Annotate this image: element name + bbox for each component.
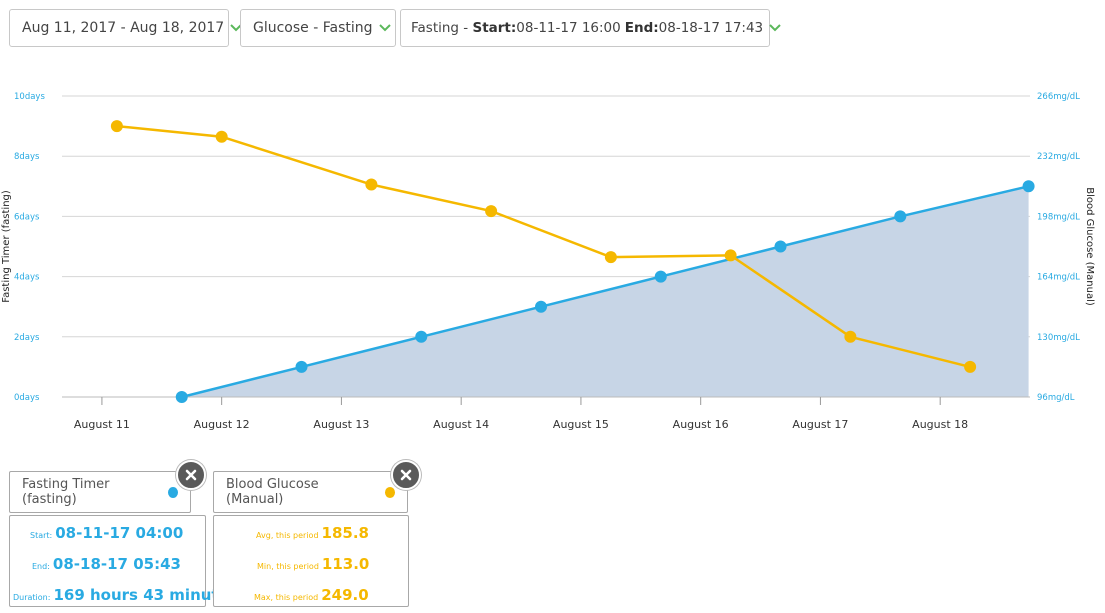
fasting-end-value: 08-18-17 17:43 xyxy=(658,20,764,36)
glucose-min-row: Min, this period 113.0 xyxy=(257,555,369,573)
glucose-point xyxy=(365,178,378,191)
fasting-point xyxy=(654,270,667,283)
fasting-color-dot xyxy=(168,486,178,498)
left-tick-label: 8days xyxy=(14,152,40,162)
x-tick-label: August 12 xyxy=(194,418,250,431)
left-tick-label: 6days xyxy=(14,212,40,222)
stat-value: 08-18-17 05:43 xyxy=(52,555,181,573)
fasting-period-dropdown[interactable]: Fasting - Start: 08-11-17 16:00 End: 08-… xyxy=(400,9,781,47)
glucose-point xyxy=(215,130,228,143)
chevron-down-icon xyxy=(769,24,781,32)
fasting-end-label: End: xyxy=(624,20,659,36)
glucose-stats-panel: Avg, this period 185.8 Min, this period … xyxy=(213,515,409,607)
right-tick-label: 266mg/dL xyxy=(1037,92,1080,102)
glucose-avg-row: Avg, this period 185.8 xyxy=(256,524,369,542)
fasting-start-value: 08-11-17 16:00 xyxy=(516,20,621,36)
fasting-glucose-chart: 0days 96mg/dL 2days 130mg/dL 4days 164mg/dL 6d… xyxy=(1,92,1095,431)
x-tick-label: August 11 xyxy=(74,418,130,431)
date-range-dropdown[interactable]: Aug 11, 2017 - Aug 18, 2017 xyxy=(9,9,242,47)
x-tick-label: August 15 xyxy=(553,418,609,431)
x-tick-label: August 17 xyxy=(792,418,848,431)
fasting-prefix: Fasting - xyxy=(411,20,473,36)
x-tick-label: August 16 xyxy=(673,418,729,431)
fasting-duration-row: Duration: 169 hours 43 minutes xyxy=(13,586,238,604)
left-tick-label: 10days xyxy=(14,92,45,102)
close-icon xyxy=(400,469,412,481)
stat-value: 08-11-17 04:00 xyxy=(55,524,184,542)
glucose-point xyxy=(485,205,498,218)
x-tick-label: August 14 xyxy=(433,418,489,431)
left-tick-label: 4days xyxy=(14,273,40,283)
stat-label: Duration: xyxy=(13,593,51,602)
x-tick-label: August 18 xyxy=(912,418,968,431)
left-tick-label: 0days xyxy=(14,393,40,403)
remove-fasting-series-button[interactable] xyxy=(176,460,206,490)
right-tick-label: 164mg/dL xyxy=(1037,273,1080,283)
glucose-line xyxy=(116,124,971,369)
left-tick-label: 2days xyxy=(14,333,40,343)
fasting-point xyxy=(894,210,907,223)
legend-blood-glucose[interactable]: Blood Glucose (Manual) xyxy=(213,471,408,513)
right-tick-label: 232mg/dL xyxy=(1037,152,1080,162)
right-tick-label: 130mg/dL xyxy=(1037,333,1080,343)
metric-value: Glucose - Fasting xyxy=(253,20,373,36)
chevron-down-icon xyxy=(378,24,391,32)
stat-value: 169 hours 43 minutes xyxy=(53,586,238,604)
stat-label: Max, this period xyxy=(254,593,319,602)
glucose-point xyxy=(964,360,977,373)
stat-value: 113.0 xyxy=(321,555,370,573)
left-axis-title: Fasting Timer (fasting) xyxy=(1,190,12,303)
fasting-line xyxy=(181,185,1029,399)
fasting-start-label: Start: xyxy=(472,20,517,36)
fasting-point xyxy=(415,330,428,343)
close-icon xyxy=(185,469,197,481)
glucose-point xyxy=(110,120,123,133)
fasting-point xyxy=(774,240,787,253)
remove-glucose-series-button[interactable] xyxy=(391,460,421,490)
stat-label: End: xyxy=(32,562,50,571)
legend-glucose-label: Blood Glucose (Manual) xyxy=(226,477,319,507)
chevron-down-icon xyxy=(230,24,242,32)
stat-label: Min, this period xyxy=(257,562,319,571)
x-tick-label: August 13 xyxy=(313,418,369,431)
fasting-start-row: Start: 08-11-17 04:00 xyxy=(30,524,183,542)
stat-label: Start: xyxy=(30,531,53,540)
legend-fasting-timer[interactable]: Fasting Timer (fasting) xyxy=(9,471,191,513)
right-axis-title: Blood Glucose (Manual) xyxy=(1084,187,1095,306)
glucose-point xyxy=(604,251,617,264)
fasting-point xyxy=(175,391,188,403)
fasting-stats-panel: Start: 08-11-17 04:00 End: 08-18-17 05:4… xyxy=(9,515,238,607)
glucose-max-row: Max, this period 249.0 xyxy=(254,586,369,604)
stat-value: 185.8 xyxy=(321,524,369,542)
fasting-point xyxy=(295,360,308,373)
fasting-end-row: End: 08-18-17 05:43 xyxy=(32,555,181,573)
fasting-point xyxy=(535,300,548,313)
glucose-point xyxy=(844,330,857,343)
glucose-color-dot xyxy=(384,486,395,498)
metric-dropdown[interactable]: Glucose - Fasting xyxy=(240,9,396,47)
date-range-value: Aug 11, 2017 - Aug 18, 2017 xyxy=(22,20,225,36)
fasting-point xyxy=(1022,180,1035,193)
legend-fasting-label: Fasting Timer (fasting) xyxy=(22,477,110,507)
glucose-point xyxy=(724,249,737,262)
stat-label: Avg, this period xyxy=(256,531,319,540)
right-tick-label: 96mg/dL xyxy=(1037,393,1075,403)
right-tick-label: 198mg/dL xyxy=(1037,212,1080,222)
stat-value: 249.0 xyxy=(321,586,369,604)
